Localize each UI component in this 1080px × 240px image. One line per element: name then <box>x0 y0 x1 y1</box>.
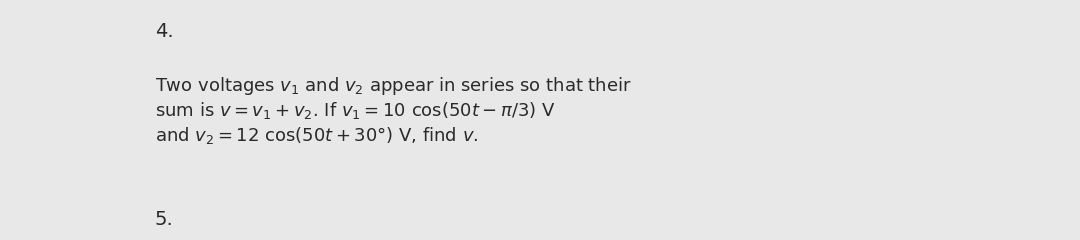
Text: sum is $v = v_1 + v_2$. If $v_1 = 10$ cos$(50t - \pi/3)$ V: sum is $v = v_1 + v_2$. If $v_1 = 10$ co… <box>156 100 556 121</box>
Text: 5.: 5. <box>156 210 174 229</box>
Text: 4.: 4. <box>156 22 174 41</box>
Text: Two voltages $v_1$ and $v_2$ appear in series so that their: Two voltages $v_1$ and $v_2$ appear in s… <box>156 75 632 97</box>
Text: and $v_2 = 12$ cos$(50t + 30°)$ V, find $v$.: and $v_2 = 12$ cos$(50t + 30°)$ V, find … <box>156 125 478 146</box>
